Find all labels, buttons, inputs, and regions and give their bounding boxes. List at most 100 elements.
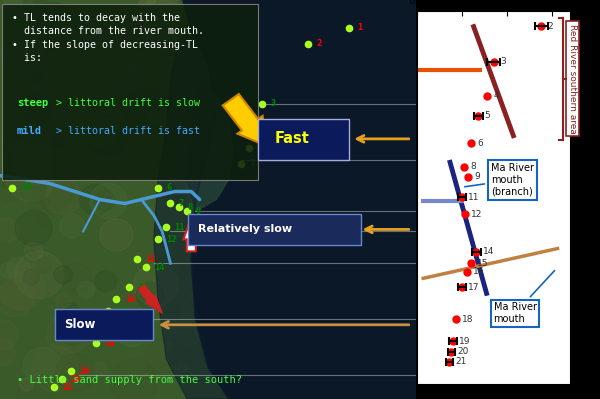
Circle shape xyxy=(259,358,274,373)
Circle shape xyxy=(22,144,54,174)
Circle shape xyxy=(136,282,163,308)
Circle shape xyxy=(269,174,296,200)
Circle shape xyxy=(110,323,122,334)
Circle shape xyxy=(158,36,172,50)
Text: 14: 14 xyxy=(154,263,164,272)
Circle shape xyxy=(379,4,411,35)
Text: 19: 19 xyxy=(79,367,89,375)
Circle shape xyxy=(390,140,425,173)
Circle shape xyxy=(148,109,166,126)
Circle shape xyxy=(218,84,258,122)
Circle shape xyxy=(343,282,389,327)
Circle shape xyxy=(375,11,386,22)
Circle shape xyxy=(224,39,240,55)
Circle shape xyxy=(350,64,370,82)
Text: 18: 18 xyxy=(104,339,115,348)
Circle shape xyxy=(139,28,158,47)
Circle shape xyxy=(173,165,205,195)
Circle shape xyxy=(109,84,124,100)
Circle shape xyxy=(124,8,166,49)
Circle shape xyxy=(229,289,272,330)
Circle shape xyxy=(189,25,215,50)
Circle shape xyxy=(184,173,204,192)
Circle shape xyxy=(10,137,60,184)
Circle shape xyxy=(116,316,148,346)
Polygon shape xyxy=(0,0,416,399)
Text: 8: 8 xyxy=(187,203,193,212)
Circle shape xyxy=(100,219,133,251)
Circle shape xyxy=(260,130,308,176)
Circle shape xyxy=(314,55,359,97)
Circle shape xyxy=(68,7,101,39)
Circle shape xyxy=(362,0,412,34)
Circle shape xyxy=(250,252,266,269)
Text: 9: 9 xyxy=(475,172,481,182)
Circle shape xyxy=(245,223,263,241)
Text: 12: 12 xyxy=(166,235,177,244)
FancyBboxPatch shape xyxy=(55,309,153,340)
Circle shape xyxy=(350,164,392,204)
Circle shape xyxy=(218,228,265,273)
Circle shape xyxy=(190,271,239,319)
Circle shape xyxy=(63,85,89,110)
Circle shape xyxy=(238,268,270,299)
Circle shape xyxy=(301,119,319,136)
Circle shape xyxy=(122,87,168,131)
Circle shape xyxy=(93,362,107,375)
Circle shape xyxy=(200,142,248,188)
Circle shape xyxy=(381,104,424,145)
Circle shape xyxy=(150,60,176,86)
Circle shape xyxy=(176,242,209,274)
Circle shape xyxy=(50,136,65,151)
Polygon shape xyxy=(187,80,233,211)
Circle shape xyxy=(208,343,235,369)
Circle shape xyxy=(292,63,334,103)
Circle shape xyxy=(155,51,200,94)
Circle shape xyxy=(238,177,282,219)
Circle shape xyxy=(205,323,247,363)
Circle shape xyxy=(191,283,218,309)
Circle shape xyxy=(385,36,404,54)
Circle shape xyxy=(391,269,439,316)
Text: 20: 20 xyxy=(71,375,81,383)
Text: > littoral drift is fast: > littoral drift is fast xyxy=(56,126,200,136)
Circle shape xyxy=(365,287,390,312)
Circle shape xyxy=(7,257,31,281)
FancyArrow shape xyxy=(139,285,162,313)
Circle shape xyxy=(59,214,85,238)
Text: 15: 15 xyxy=(137,283,148,292)
Circle shape xyxy=(378,363,395,379)
Circle shape xyxy=(0,178,22,201)
Circle shape xyxy=(395,59,412,75)
Circle shape xyxy=(121,30,145,53)
Circle shape xyxy=(326,98,356,127)
Circle shape xyxy=(305,239,324,257)
Text: Relatively slow: Relatively slow xyxy=(197,224,292,235)
Circle shape xyxy=(154,0,202,37)
Text: 19: 19 xyxy=(460,337,471,346)
Text: 18: 18 xyxy=(462,315,473,324)
Circle shape xyxy=(0,218,19,242)
Circle shape xyxy=(250,110,266,126)
Circle shape xyxy=(214,366,258,399)
FancyArrow shape xyxy=(223,94,266,146)
Circle shape xyxy=(35,209,53,225)
Circle shape xyxy=(248,283,281,315)
Text: 5: 5 xyxy=(250,159,254,168)
Text: steep: steep xyxy=(17,98,48,108)
Circle shape xyxy=(167,304,180,317)
Circle shape xyxy=(62,95,103,135)
Circle shape xyxy=(185,111,215,139)
Circle shape xyxy=(95,271,116,292)
Circle shape xyxy=(172,34,195,56)
Circle shape xyxy=(25,243,43,260)
Text: 3: 3 xyxy=(270,99,275,108)
Text: 15: 15 xyxy=(478,259,489,268)
Circle shape xyxy=(205,119,214,128)
Circle shape xyxy=(394,158,434,197)
Circle shape xyxy=(94,191,115,211)
Circle shape xyxy=(253,26,274,47)
Circle shape xyxy=(77,281,95,298)
Circle shape xyxy=(0,142,35,188)
Circle shape xyxy=(62,328,82,346)
